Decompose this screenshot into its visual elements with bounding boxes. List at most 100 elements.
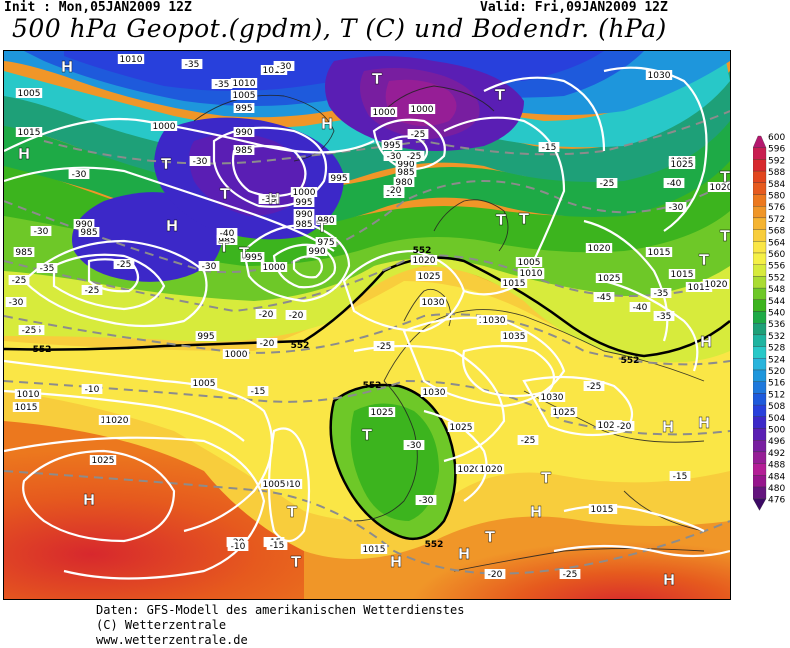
isobar-label-bg [381, 140, 403, 150]
low-pressure-marker: T [720, 227, 730, 245]
isobar-label: 1030 [541, 393, 564, 403]
isobars [4, 66, 730, 580]
colorbar-swatch [752, 159, 767, 172]
temperature-label: -35 [185, 60, 200, 70]
colorbar-label: 576 [768, 203, 785, 213]
colorbar-swatches [752, 135, 767, 511]
isobar-label-bg [15, 88, 43, 98]
colorbar-label: 552 [768, 273, 785, 283]
isobar-label-bg [588, 504, 616, 514]
isobar-label: 985 [295, 220, 312, 230]
isobar-label-bg [103, 415, 131, 425]
colorbar-label: 544 [768, 297, 785, 307]
isobar-label-bg [13, 247, 35, 257]
high-pressure-marker: H [698, 414, 711, 432]
temperature-label: -25 [563, 570, 578, 580]
isobar-label: 1000 [153, 122, 176, 132]
colorbar-swatch [752, 323, 767, 336]
isobar-label: 995 [383, 141, 400, 151]
isobar-label-bg [195, 331, 217, 341]
colorbar-label: 536 [768, 320, 785, 330]
isobar-label: 1025 [553, 408, 576, 418]
header: Init : Mon,05JAN2009 12Z Valid: Fri,09JA… [0, 0, 790, 50]
temperature-label-bg [255, 309, 277, 319]
colorbar-label: 476 [768, 496, 785, 506]
isobar-label: 990 [75, 220, 92, 230]
isobar-label-bg [275, 479, 303, 489]
colorbar-swatch [752, 299, 767, 312]
isobar-label: 990 [308, 247, 325, 257]
low-pressure-marker: T [495, 86, 506, 104]
footer-url: www.wetterzentrale.de [96, 633, 248, 647]
isobar-label: 1025 [418, 272, 441, 282]
colorbar-label: 524 [768, 355, 785, 365]
isobar-label: 1020 [458, 465, 481, 475]
colorbar-label: 492 [768, 449, 785, 459]
isobar-label-bg [78, 227, 100, 237]
temperature-label: -35 [40, 264, 55, 274]
colorbar-label: 568 [768, 227, 785, 237]
temperature-label-bg [198, 261, 220, 271]
isobar-label: 1010 [120, 55, 143, 65]
isobar-label-bg [395, 159, 417, 169]
colorbar-swatch [752, 276, 767, 289]
isobar-label: 1025 [371, 408, 394, 418]
isobar-label-bg [293, 219, 315, 229]
high-pressure-marker: H [390, 553, 403, 571]
isobar-label-bg [230, 78, 258, 88]
isobar-label-bg [233, 145, 255, 155]
temperature-label: -40 [220, 229, 235, 239]
temperature-label-bg [484, 569, 506, 579]
isobar-label-bg [419, 297, 447, 307]
temperature-label-bg [665, 202, 687, 212]
temperature-label-bg [538, 142, 560, 152]
weather-map: 1010101510101005995990985100010051015100… [3, 50, 731, 600]
colorbar-label: 560 [768, 250, 785, 260]
isobar-label-bg [585, 243, 613, 253]
high-pressure-marker: H [61, 58, 74, 76]
isobar-label-bg [595, 273, 623, 283]
isobar-label: 1020 [413, 256, 436, 266]
isobar-label-bg [415, 271, 443, 281]
temperature-label: -25 [85, 286, 100, 296]
isobar-label: 985 [218, 236, 235, 246]
colorbar-label: 512 [768, 390, 785, 400]
isobar-label-bg [395, 167, 417, 177]
isobar-label: 1010 [520, 269, 543, 279]
isobar-label: 1025 [598, 274, 621, 284]
temperature-label-bg [81, 384, 103, 394]
low-pressure-marker: T [372, 70, 383, 88]
high-pressure-marker: H [18, 145, 31, 163]
colorbar-svg: 6005965925885845805765725685645605565525… [752, 133, 785, 511]
colorbar-swatch [752, 311, 767, 324]
colorbar-swatch [752, 451, 767, 464]
low-pressure-marker: T [317, 218, 328, 236]
temperature-label: -25 [600, 179, 615, 189]
temperature-label-bg [81, 285, 103, 295]
high-pressure-marker: H [83, 491, 96, 509]
temperature-label-bg [258, 194, 280, 204]
isobar-label-bg [306, 246, 328, 256]
colorbar-label: 584 [768, 180, 785, 190]
isobar-labels: 1010101510101005995990985100010051015100… [12, 54, 730, 555]
colorbar-swatch [752, 147, 767, 160]
isobar-label: 980 [317, 216, 334, 226]
contour-label: 552 [413, 246, 432, 256]
temperature-label: -15 [542, 143, 557, 153]
isobar-label-bg [230, 90, 258, 100]
temperature-label: -25 [407, 152, 422, 162]
colorbar-labels: 6005965925885845805765725685645605565525… [768, 133, 785, 506]
isobar-label-bg [14, 389, 42, 399]
colorbar-label: 596 [768, 145, 785, 155]
temperature-label: -30 [193, 157, 208, 167]
isobar-label-bg [117, 54, 145, 64]
isobar-label-bg [368, 407, 396, 417]
high-pressure-marker: H [700, 333, 713, 351]
isobar-label: 990 [235, 128, 252, 138]
isobar-label-bg [645, 247, 673, 257]
temperature-label: -15 [251, 387, 266, 397]
isobar-label: 985 [15, 248, 32, 258]
high-pressure-marker: H [663, 571, 676, 589]
isobar-label-bg [233, 103, 255, 113]
isobar-label: 1015 [688, 283, 711, 293]
